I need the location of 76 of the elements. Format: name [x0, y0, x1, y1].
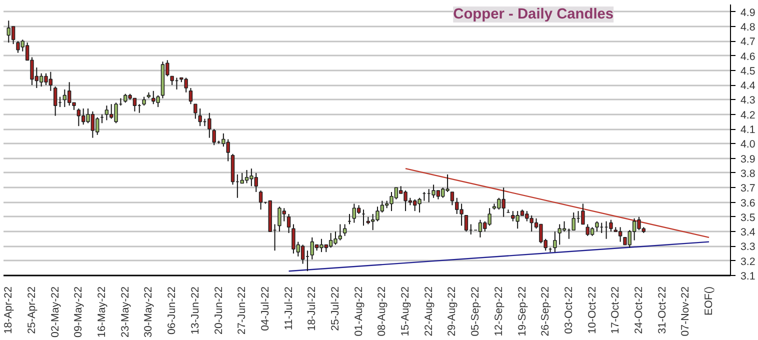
x-tick-label: 30-May-22	[142, 286, 155, 338]
x-tick-label: 08-Aug-22	[376, 286, 388, 336]
y-tick-label: 3.9	[740, 153, 756, 166]
y-tick-label: 4.5	[740, 65, 756, 78]
y-tick-label: 3.8	[740, 168, 756, 180]
candlestick	[352, 203, 356, 224]
x-tick-label: 18-Jul-22	[306, 286, 318, 331]
x-tick-label: 18-Apr-22	[2, 286, 15, 334]
candlestick	[553, 231, 557, 253]
candlestick	[342, 224, 347, 236]
y-tick-label: 4.1	[740, 124, 756, 136]
y-tick-label: 3.4	[740, 226, 756, 239]
x-tick-label: 25-Jul-22	[329, 286, 342, 331]
y-tick-label: 4.0	[740, 138, 756, 151]
candlestick	[258, 190, 263, 210]
candlestick	[595, 220, 599, 232]
y-tick-label: 4.6	[740, 50, 756, 63]
x-tick-label: 25-Apr-22	[26, 286, 38, 334]
x-tick-label: 12-Sep-22	[492, 286, 505, 336]
y-tick-label: 3.3	[740, 241, 756, 254]
x-tick-label: 07-Nov-22	[680, 286, 692, 336]
x-tick-label: 09-May-22	[72, 286, 85, 338]
x-tick-label: 17-Oct-22	[610, 286, 622, 334]
x-tick-label: 22-Aug-22	[422, 286, 435, 336]
chart-title: Copper - Daily Candles	[453, 6, 614, 22]
y-tick-label: 4.7	[740, 36, 756, 48]
x-tick-label: 31-Oct-22	[656, 286, 668, 334]
candlestick	[194, 104, 198, 120]
candlestick	[76, 108, 81, 127]
x-tick-label: 13-Jun-22	[189, 286, 202, 334]
x-tick-label: 27-Jun-22	[236, 286, 248, 334]
candlestick	[581, 203, 585, 225]
x-tick-label: 23-May-22	[119, 286, 132, 338]
candlestick	[104, 105, 109, 121]
y-tick-label: 3.7	[740, 182, 756, 195]
x-tick-label: 24-Oct-22	[632, 286, 645, 334]
x-tick-label: 03-Oct-22	[562, 286, 575, 334]
x-tick-label: 06-Jun-22	[166, 286, 178, 334]
x-tick-label: 15-Aug-22	[400, 286, 412, 336]
x-tick-label: EOF()	[703, 286, 716, 316]
candlestick	[53, 86, 58, 116]
candlestick	[572, 212, 576, 231]
candlestick	[188, 87, 193, 105]
candlestick	[198, 108, 202, 127]
candlestick	[62, 88, 67, 108]
y-tick-label: 3.6	[740, 197, 756, 210]
x-tick-label: 26-Sep-22	[540, 286, 552, 336]
candlestick	[450, 192, 454, 206]
x-tick-label: 02-May-22	[49, 286, 62, 338]
x-tick-label: 16-May-22	[96, 286, 108, 338]
x-tick-label: 19-Sep-22	[516, 286, 528, 336]
candlestick	[464, 214, 468, 232]
y-tick-label: 3.2	[740, 256, 756, 268]
x-tick-label: 20-Jun-22	[212, 286, 225, 334]
candlestick	[286, 213, 291, 234]
y-tick-label: 4.8	[740, 21, 756, 34]
y-tick-label: 4.2	[740, 109, 756, 122]
x-tick-label: 04-Jul-22	[259, 286, 272, 331]
x-tick-label: 29-Aug-22	[446, 286, 458, 336]
candlestick	[212, 128, 216, 146]
candlestick	[11, 26, 16, 45]
candlestick	[300, 244, 305, 264]
candlestick	[208, 112, 212, 138]
x-tick-label: 01-Aug-22	[352, 286, 365, 336]
x-tick-label: 11-Jul-22	[282, 286, 295, 330]
y-tick-label: 4.3	[740, 94, 756, 107]
candlestick	[618, 226, 622, 242]
candlestick	[609, 219, 613, 232]
x-tick-label: 10-Oct-22	[586, 286, 598, 334]
y-tick-label: 4.9	[740, 6, 756, 19]
x-tick-label: 05-Sep-22	[470, 286, 482, 336]
y-tick-label: 4.4	[740, 80, 756, 92]
y-tick-label: 3.5	[740, 212, 756, 224]
y-tick-label: 3.1	[740, 270, 756, 282]
candlestick	[562, 220, 566, 232]
candlestick	[478, 219, 482, 238]
